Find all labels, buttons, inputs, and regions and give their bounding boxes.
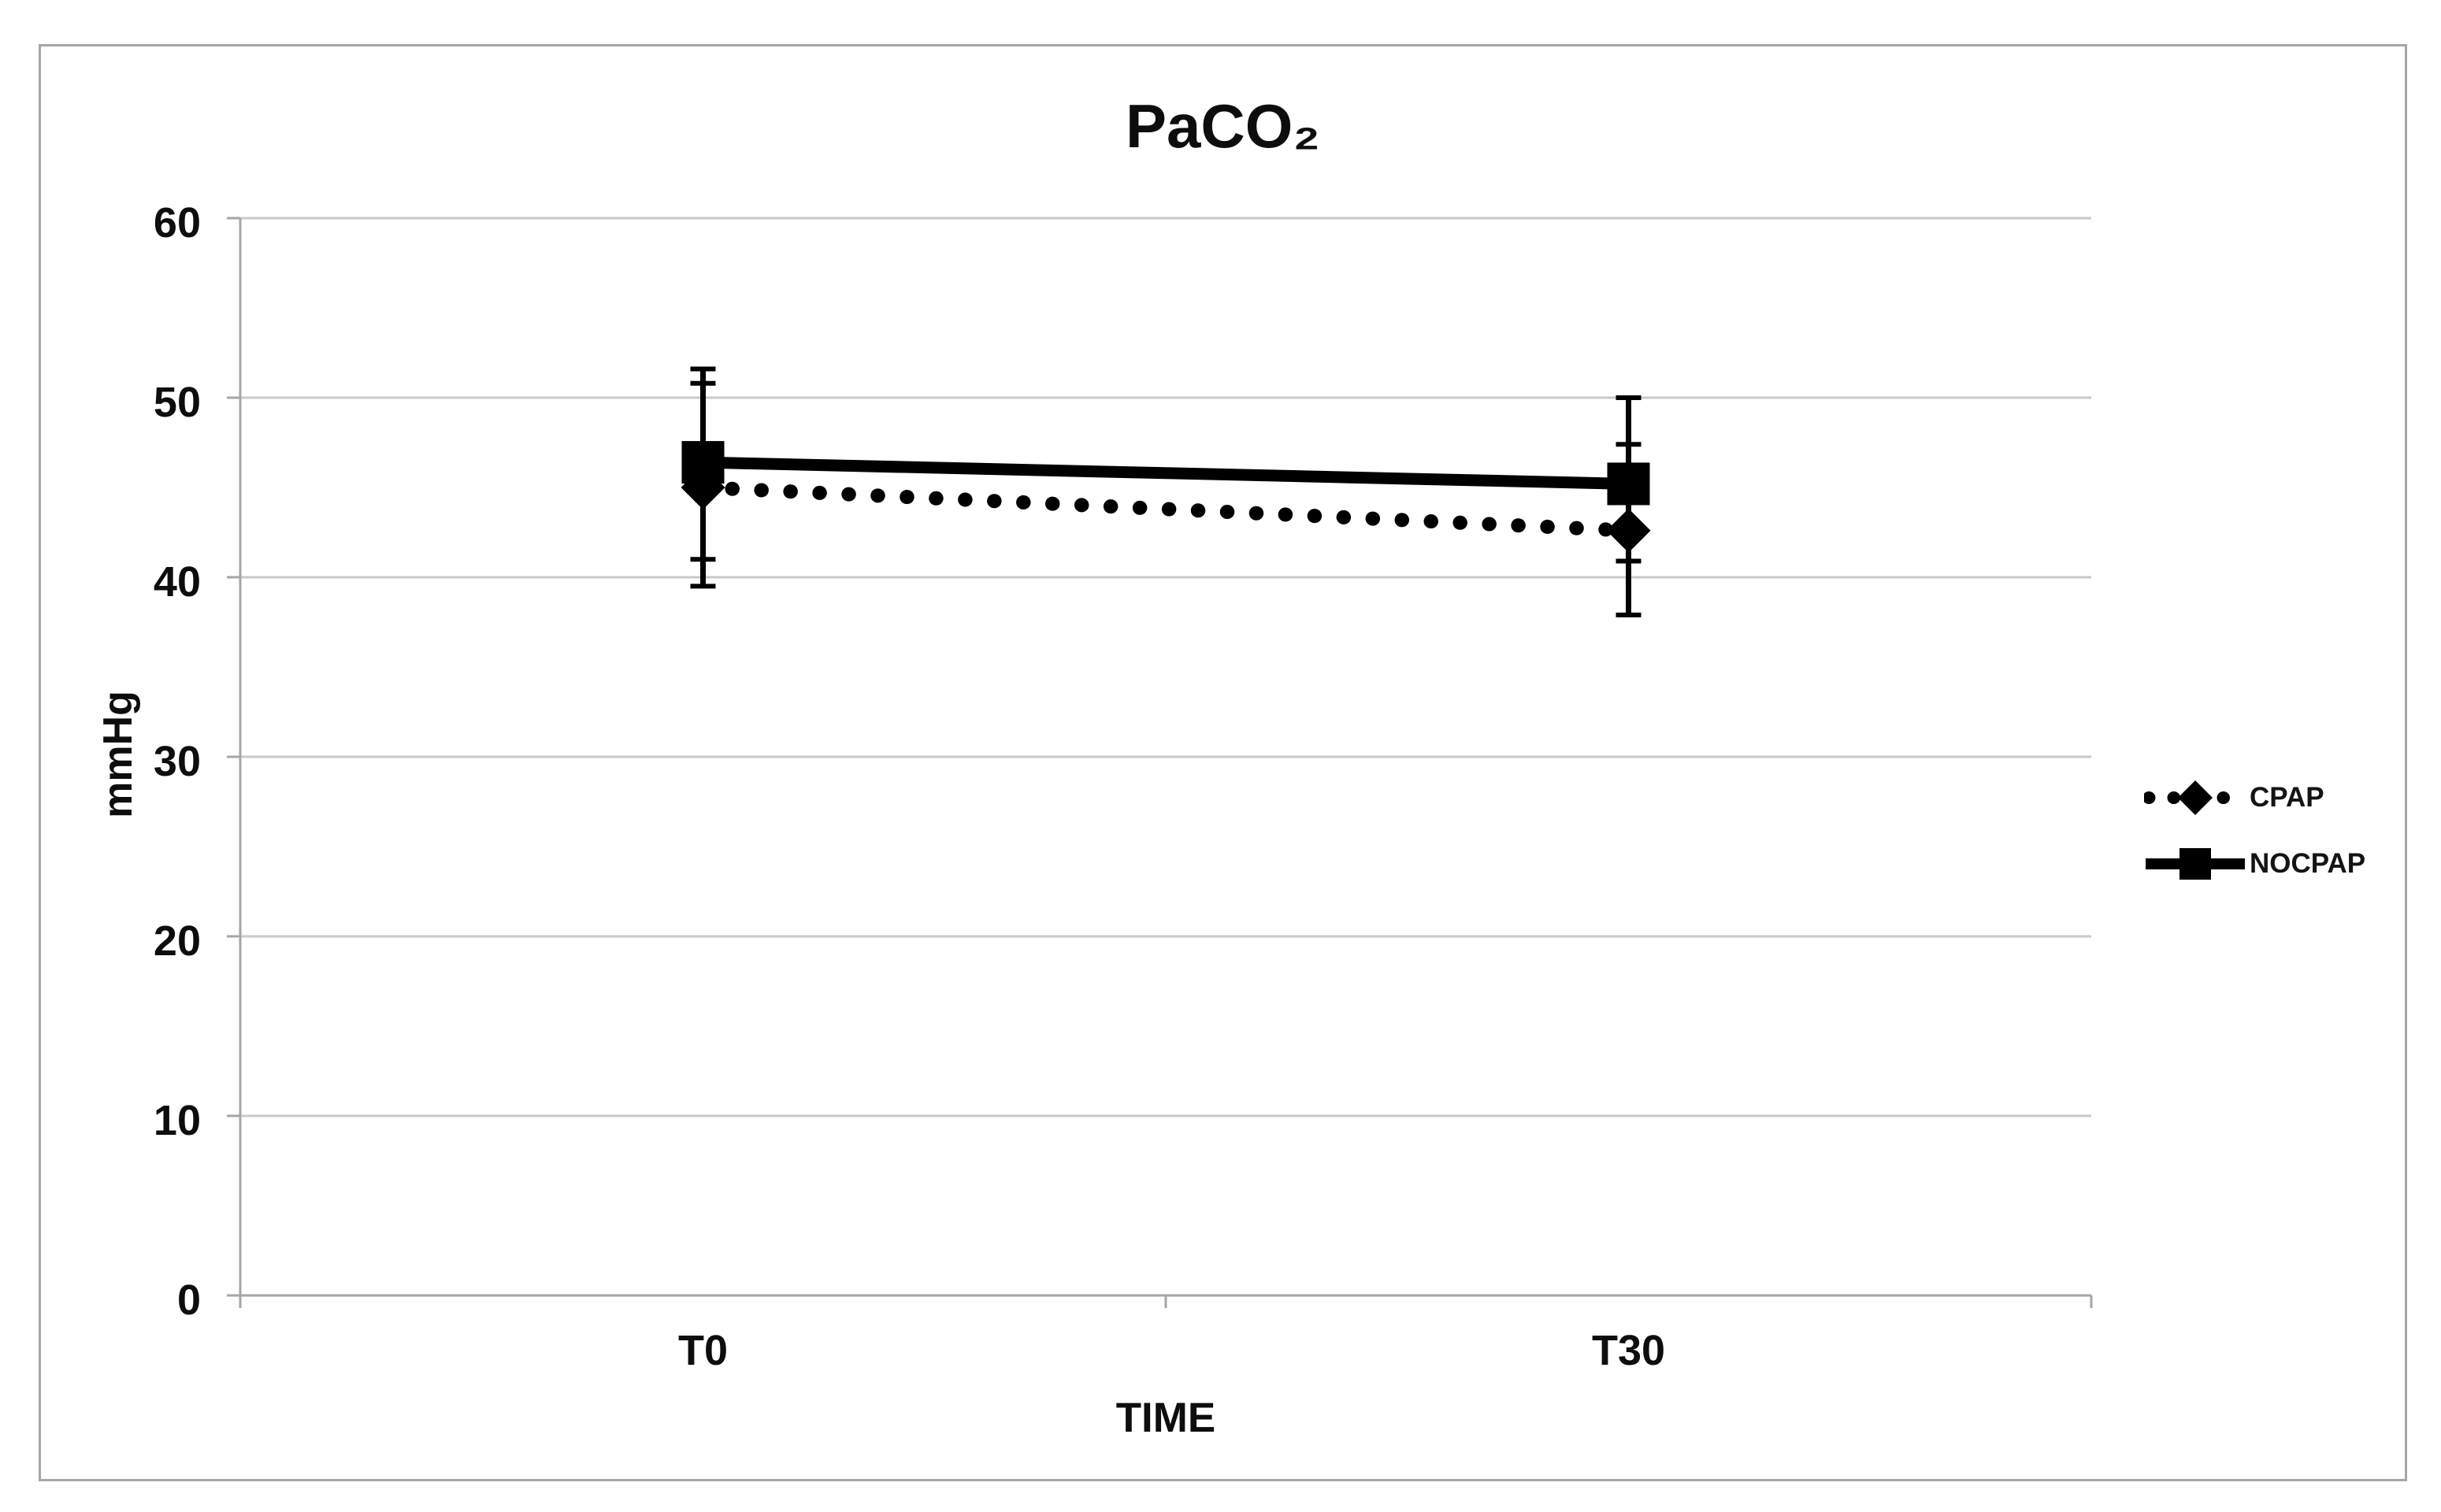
- chart-title: PaCO₂: [1125, 91, 1321, 161]
- x-tick-label-T0: T0: [678, 1327, 728, 1374]
- cpap-marker-1: [1606, 508, 1651, 553]
- nocpap-marker-0: [681, 441, 725, 484]
- x-tick-label-T30: T30: [1592, 1327, 1665, 1374]
- y-tick-label-30: 30: [154, 738, 201, 785]
- legend-label-nocpap: NOCPAP: [2250, 848, 2366, 879]
- y-axis-title: mmHg: [95, 691, 141, 818]
- cpap-line: [696, 480, 1636, 538]
- legend-label-cpap: CPAP: [2250, 782, 2324, 813]
- legend-item-cpap: CPAP: [2144, 779, 2365, 817]
- nocpap-line: [703, 456, 1629, 490]
- nocpap-marker-1: [1607, 462, 1650, 506]
- legend-item-nocpap: NOCPAP: [2144, 845, 2365, 883]
- legend: CPAP NOCPAP: [2144, 779, 2365, 911]
- cpap-dotted-line-sample-icon: [2144, 780, 2246, 815]
- y-tick-label-50: 50: [154, 379, 201, 426]
- nocpap-solid-line-sample-icon: [2146, 848, 2245, 880]
- y-tick-label-0: 0: [177, 1277, 201, 1324]
- x-axis-title: TIME: [1115, 1395, 1216, 1441]
- y-tick-label-20: 20: [154, 917, 201, 965]
- y-tick-label-60: 60: [154, 199, 201, 246]
- figure-frame: [39, 44, 2407, 1481]
- y-tick-label-40: 40: [154, 558, 201, 606]
- y-tick-label-10: 10: [154, 1097, 201, 1144]
